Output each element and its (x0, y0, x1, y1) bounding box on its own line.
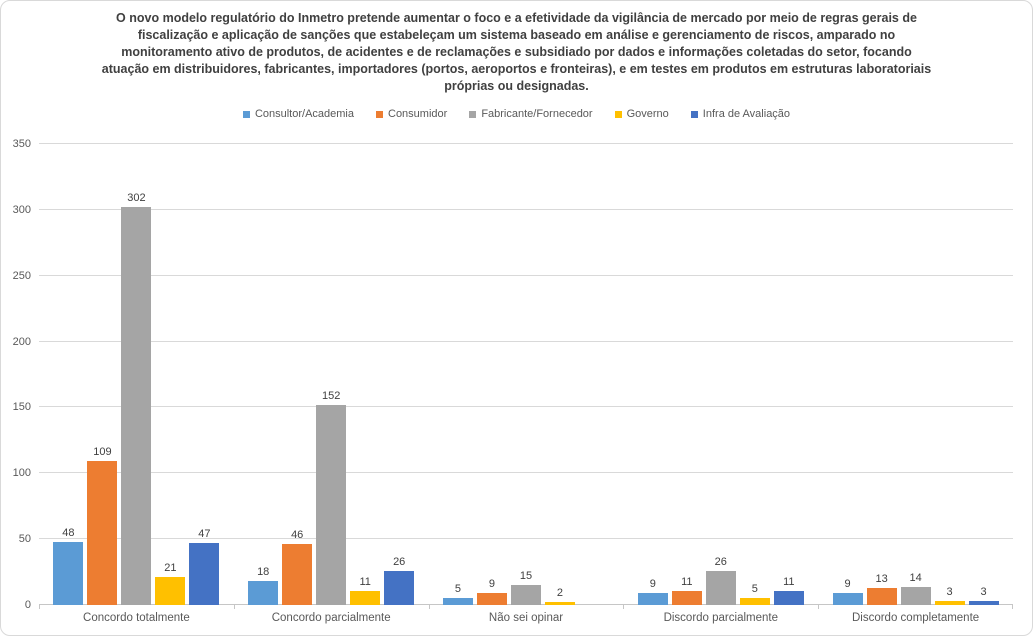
bar-value-label: 5 (454, 583, 462, 596)
gridline (39, 274, 1013, 276)
bar-value-label: 14 (909, 571, 922, 584)
bar: 9 (832, 578, 863, 605)
legend-label: Infra de Avaliação (702, 108, 791, 120)
legend-swatch-icon (242, 110, 250, 118)
bar: 9 (637, 578, 668, 605)
bar: 109 (87, 446, 118, 605)
bar-groups: 48 109 302 21 47 Concordo totalmente 18 46 152 11… (39, 144, 1013, 624)
legend-label: Consultor/Academia (254, 108, 354, 120)
legend: Consultor/Academia Consumidor Fabricante/F… (1, 108, 1032, 120)
legend-label: Consumidor (388, 108, 448, 120)
y-axis-label: 300 (12, 203, 31, 216)
bar: 9 (476, 578, 507, 605)
bar: 26 (384, 556, 415, 605)
bar-group: 18 46 152 11 26 Concordo parcialmente (234, 144, 429, 624)
gridline (39, 340, 1013, 342)
bar-value-label: 18 (257, 566, 270, 579)
bar: 2 (544, 587, 575, 605)
bar: 48 (53, 527, 84, 605)
legend-item: Consultor/Academia (242, 108, 354, 120)
y-axis-label: 200 (12, 335, 31, 348)
x-axis-tick (1012, 605, 1013, 609)
gridline (39, 208, 1013, 210)
legend-swatch-icon (376, 110, 383, 118)
x-axis-tick (818, 605, 820, 609)
bar-value-label: 48 (62, 526, 75, 539)
bar-value-label: 46 (291, 529, 304, 542)
bar-value-label: 11 (783, 575, 795, 588)
bar-value-label: 13 (875, 572, 888, 585)
legend-label: Fabricante/Fornecedor (481, 108, 593, 120)
y-axis-label: 100 (12, 467, 31, 480)
bar-group: 5 9 15 2 Não sei opinar (429, 144, 624, 624)
bar: 15 (510, 570, 541, 605)
category-label: Discordo completamente (851, 612, 980, 624)
bar-value-label: 5 (751, 583, 758, 596)
y-axis-label: 150 (12, 401, 31, 414)
x-axis-tick (428, 605, 430, 609)
bar: 5 (442, 583, 473, 605)
bar: 13 (866, 573, 897, 605)
y-axis-label: 0 (24, 599, 31, 611)
bar: 18 (248, 566, 279, 605)
bar: 11 (350, 576, 381, 605)
category-label: Discordo parcialmente (663, 612, 778, 624)
bar-value-label: 2 (556, 587, 564, 600)
bar: 302 (121, 192, 152, 605)
bar: 26 (705, 556, 736, 605)
bar: 46 (282, 529, 313, 605)
chart-title: O novo modelo regulatório do Inmetro pre… (101, 11, 932, 93)
legend-item: Governo (614, 108, 669, 120)
gridline (39, 538, 1013, 540)
y-axis-label: 50 (18, 533, 31, 546)
gridline (39, 143, 1013, 144)
legend-swatch-icon (690, 110, 698, 118)
legend-item: Fabricante/Fornecedor (469, 108, 593, 120)
bar-value-label: 9 (649, 578, 656, 591)
bar-value-label: 3 (946, 586, 953, 598)
legend-swatch-icon (614, 110, 622, 118)
bar: 5 (739, 583, 770, 605)
bar: 47 (189, 528, 220, 605)
bar-value-label: 152 (322, 389, 341, 402)
x-axis-tick (623, 605, 625, 609)
category-label: Concordo parcialmente (271, 612, 391, 624)
x-axis-tick (39, 605, 40, 609)
bar-group: 9 13 14 3 3 Discordo completamente (818, 144, 1013, 624)
gridline (39, 406, 1013, 408)
category-label: Concordo totalmente (83, 612, 190, 624)
legend-label: Governo (626, 108, 669, 120)
bar: 3 (968, 586, 999, 605)
legend-swatch-icon (469, 110, 477, 118)
legend-item: Infra de Avaliação (690, 108, 791, 120)
bar-value-label: 9 (844, 578, 851, 591)
bar: 21 (155, 562, 186, 605)
bar-value-label: 15 (519, 570, 533, 583)
gridline (39, 472, 1013, 474)
y-axis-label: 350 (12, 138, 31, 150)
bar-group: 48 109 302 21 47 Concordo totalmente (39, 144, 234, 624)
bar: 3 (934, 586, 965, 605)
bar-value-label: 3 (980, 586, 987, 598)
legend-item: Consumidor (376, 108, 447, 120)
y-axis-label: 250 (12, 269, 31, 282)
bar: 152 (316, 390, 347, 605)
bar: 14 (900, 572, 931, 605)
bar-value-label: 11 (681, 575, 693, 588)
x-axis-tick (233, 605, 235, 609)
bar-value-label: 109 (93, 446, 112, 459)
bar-value-label: 26 (714, 555, 727, 568)
bar-value-label: 302 (127, 192, 146, 205)
bar-value-label: 21 (164, 562, 177, 575)
bar: 11 (773, 576, 804, 605)
bar-value-label: 11 (359, 575, 371, 588)
bar-value-label: 47 (198, 528, 211, 541)
bar-value-label: 9 (488, 578, 496, 591)
bar-group: 9 11 26 5 11 Discordo parcialmente (623, 144, 818, 624)
bar: 11 (671, 576, 702, 605)
category-label: Não sei opinar (488, 612, 564, 624)
bar-value-label: 26 (393, 555, 406, 568)
plot-area: 0 50 100 150 200 250 300 350 48 109 302 21 47 Concord… (13, 138, 1013, 624)
